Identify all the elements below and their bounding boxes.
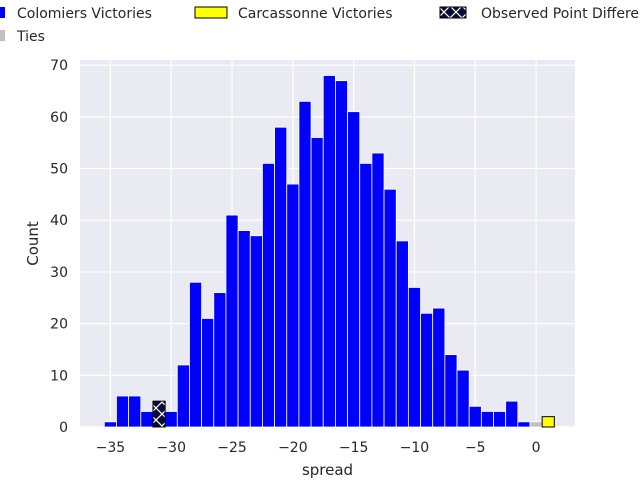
- legend-swatch: [0, 7, 5, 18]
- histogram-bar: [298, 100, 312, 428]
- histogram-bar: [201, 318, 215, 428]
- legend-label: Carcassonne Victories: [238, 6, 393, 22]
- histogram-bar: [541, 416, 555, 428]
- histogram-bar: [176, 364, 190, 428]
- histogram-bar: [371, 152, 385, 428]
- histogram-bar: [152, 400, 166, 428]
- y-tick-label: 20: [50, 317, 68, 333]
- histogram-bar: [407, 287, 421, 428]
- histogram-bar: [395, 240, 409, 428]
- histogram-bar: [444, 354, 458, 428]
- x-tick-label: −30: [156, 440, 186, 456]
- legend-swatch: [194, 6, 228, 19]
- histogram-bar: [286, 183, 300, 428]
- bars: [103, 75, 555, 428]
- histogram-bar: [383, 188, 397, 428]
- histogram-bar: [249, 235, 263, 428]
- histogram-bar: [189, 281, 203, 428]
- legend-item: Observed Point Differential: [439, 6, 640, 22]
- y-tick-label: 70: [50, 58, 68, 74]
- histogram-bar: [322, 75, 336, 428]
- legend-item: Carcassonne Victories: [194, 6, 393, 22]
- tick-labels: −35 −30 −25 −20 −15 −10 −5 0 0 10 20 30 40 50 60 70: [50, 58, 540, 456]
- y-tick-label: 40: [50, 213, 68, 229]
- histogram-bar: [468, 405, 482, 428]
- y-tick-label: 50: [50, 162, 68, 178]
- x-axis-label: spread: [302, 461, 353, 479]
- x-tick-label: 0: [532, 440, 541, 456]
- y-axis-label: Count: [24, 221, 42, 266]
- y-tick-label: 30: [50, 265, 68, 281]
- histogram-bar: [164, 411, 178, 428]
- x-tick-label: −20: [278, 440, 308, 456]
- histogram-bar: [480, 411, 494, 428]
- x-tick-label: −25: [217, 440, 247, 456]
- histogram-bar: [420, 312, 434, 428]
- legend-item: Colomiers Victories: [0, 6, 152, 22]
- legend: Colomiers Victories Carcassonne Victories…: [0, 6, 640, 45]
- histogram-bar: [213, 292, 227, 428]
- histogram-bar: [517, 421, 531, 428]
- histogram-bar: [529, 421, 543, 428]
- histogram-bar: [116, 395, 130, 428]
- x-tick-label: −5: [465, 440, 486, 456]
- legend-swatch: [439, 6, 467, 19]
- legend-label: Ties: [16, 29, 45, 45]
- legend-label: Observed Point Differential: [481, 6, 640, 22]
- y-tick-label: 60: [50, 110, 68, 126]
- histogram-bar: [493, 411, 507, 428]
- histogram-bar: [262, 162, 275, 428]
- y-tick-label: 10: [50, 368, 68, 384]
- histogram-bar: [432, 307, 446, 428]
- histogram-bar: [140, 411, 154, 428]
- histogram-bar: [225, 214, 239, 428]
- histogram-bar: [359, 162, 373, 428]
- histogram-bar: [335, 80, 348, 428]
- histogram-bar: [274, 126, 288, 428]
- y-tick-label: 0: [59, 420, 68, 436]
- x-tick-label: −15: [339, 440, 369, 456]
- legend-item: Ties: [0, 29, 45, 45]
- histogram-bar: [505, 400, 519, 428]
- legend-swatch: [0, 30, 5, 41]
- histogram-bar: [456, 369, 470, 428]
- histogram-bar: [103, 421, 117, 428]
- legend-label: Colomiers Victories: [17, 6, 152, 22]
- histogram-bar: [347, 111, 361, 428]
- histogram-bar: [310, 137, 324, 428]
- x-tick-label: −35: [96, 440, 126, 456]
- histogram-bar: [128, 395, 142, 428]
- x-tick-label: −10: [400, 440, 430, 456]
- histogram-bar: [237, 230, 251, 428]
